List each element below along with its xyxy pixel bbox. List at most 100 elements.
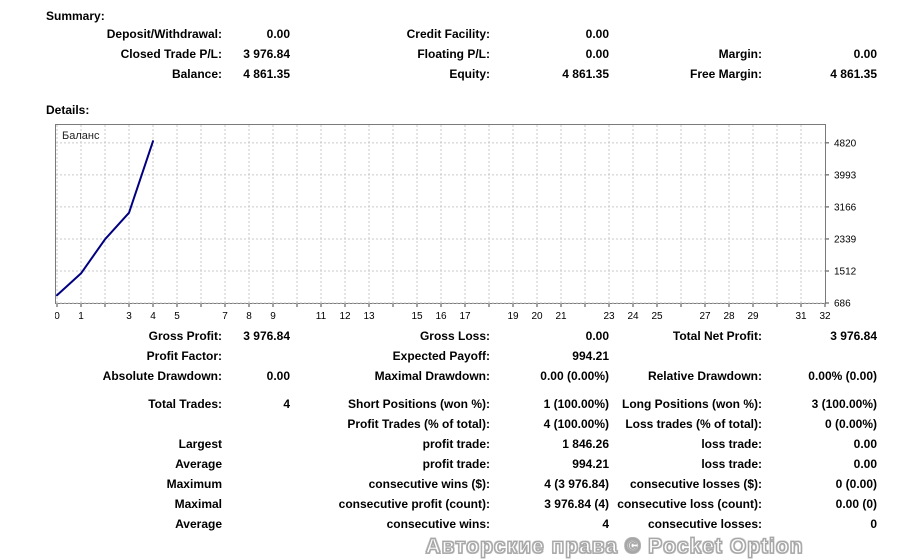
- stat-label: profit trade:: [422, 457, 490, 471]
- stat-value: 0.00: [853, 457, 877, 471]
- x-tick-label: 12: [339, 311, 351, 322]
- stat-row: Profit Trades (% of total): 4 (100.00%) Lo…: [42, 414, 909, 434]
- summary-value: 0.00: [853, 47, 877, 61]
- x-tick-label: 23: [603, 311, 615, 322]
- stat-value: 3 976.84 (4): [544, 497, 609, 511]
- x-tick-label: 1: [78, 311, 84, 322]
- y-tick-label: 3166: [834, 202, 857, 213]
- stat-value: 0.00 (0): [835, 497, 877, 511]
- stat-value: 4 (3 976.84): [544, 477, 609, 491]
- stat-label: Average: [175, 457, 222, 471]
- summary-value: 0.00: [585, 27, 609, 41]
- y-tick-label: 3993: [834, 170, 857, 181]
- stat-label: consecutive losses ($):: [629, 477, 762, 491]
- stat-value: 0.00: [266, 369, 290, 383]
- stat-label: Long Positions (won %):: [622, 397, 762, 411]
- y-tick-label: 1512: [834, 267, 857, 278]
- stat-row: Average consecutive wins: 4 consecutive los…: [42, 514, 909, 534]
- summary-label: Free Margin:: [689, 67, 762, 81]
- stat-value: 4 (100.00%): [543, 417, 609, 431]
- stat-label: Loss trades (% of total):: [625, 417, 762, 431]
- stat-row: Maximal consecutive profit (count): 3 976.…: [42, 494, 909, 514]
- stat-value: 4: [602, 517, 609, 531]
- stat-label: Total Net Profit:: [672, 329, 762, 343]
- summary-value: 4 861.35: [243, 67, 290, 81]
- stat-label: consecutive profit (count):: [338, 497, 490, 511]
- stat-label: Average: [175, 517, 222, 531]
- summary-label: Margin:: [718, 47, 762, 61]
- stat-label: Expected Payoff:: [392, 349, 490, 363]
- x-tick-label: 0: [55, 311, 60, 322]
- summary-table: Deposit/Withdrawal: 0.00 Credit Facility: 0…: [42, 24, 909, 84]
- stat-value: 994.21: [572, 457, 609, 471]
- stat-label: consecutive losses:: [647, 517, 762, 531]
- stat-label: Gross Loss:: [419, 329, 490, 343]
- x-tick-label: 4: [150, 311, 156, 322]
- y-tick-label: 686: [834, 299, 851, 310]
- x-tick-label: 28: [723, 311, 735, 322]
- stat-row: Maximum consecutive wins ($): 4 (3 976.84)…: [42, 474, 909, 494]
- stats-table: Gross Profit: 3 976.84 Gross Loss: 0.00 Tota…: [42, 326, 909, 534]
- x-tick-label: 32: [819, 311, 831, 322]
- stat-value: 0: [870, 517, 877, 531]
- summary-label: Closed Trade P/L:: [120, 47, 222, 61]
- stat-label: consecutive loss (count):: [617, 497, 762, 511]
- summary-value: 0.00: [266, 27, 290, 41]
- balance-line: [56, 140, 154, 297]
- x-tick-label: 11: [316, 311, 327, 322]
- y-tick-label: 4820: [834, 138, 857, 149]
- stat-label: loss trade:: [701, 457, 762, 471]
- stat-label: Absolute Drawdown:: [102, 369, 222, 383]
- stat-row: Average profit trade: 994.21 loss trade: 0.0…: [42, 454, 909, 474]
- stat-label: Relative Drawdown:: [647, 369, 762, 383]
- stat-label: Total Trades:: [148, 397, 222, 411]
- x-tick-label: 19: [507, 311, 519, 322]
- stat-value: 3 976.84: [243, 329, 290, 343]
- stat-value: 0 (0.00): [835, 477, 877, 491]
- x-tick-label: 20: [531, 311, 543, 322]
- x-tick-label: 24: [627, 311, 639, 322]
- stat-label: loss trade:: [701, 437, 762, 451]
- stat-value: 3 976.84: [830, 329, 877, 343]
- copyright-watermark: Авторские права © Pocket Option: [425, 534, 804, 558]
- stat-value: 0 (0.00%): [824, 417, 877, 431]
- summary-row: Deposit/Withdrawal: 0.00 Credit Facility: 0…: [42, 24, 909, 44]
- stat-row: Total Trades: 4 Short Positions (won %): 1 …: [42, 394, 909, 414]
- summary-value: 4 861.35: [830, 67, 877, 81]
- x-tick-label: 27: [699, 311, 711, 322]
- stat-value: 4: [283, 397, 290, 411]
- summary-label: Equity:: [449, 67, 490, 81]
- stat-label: Maximal: [174, 497, 222, 511]
- stat-value: 0.00: [853, 437, 877, 451]
- x-tick-label: 15: [411, 311, 423, 322]
- x-tick-label: 16: [435, 311, 447, 322]
- x-tick-label: 8: [246, 311, 252, 322]
- stat-value: 1 846.26: [562, 437, 609, 451]
- x-tick-label: 29: [747, 311, 759, 322]
- summary-label: Balance:: [171, 67, 222, 81]
- stat-label: Short Positions (won %):: [348, 397, 490, 411]
- summary-label: Credit Facility:: [406, 27, 490, 41]
- stat-label: Maximum: [166, 477, 222, 491]
- summary-row: Closed Trade P/L: 3 976.84 Floating P/L: 0.…: [42, 44, 909, 64]
- stat-value: 0.00: [585, 329, 609, 343]
- summary-label: Floating P/L:: [417, 47, 490, 61]
- x-tick-label: 31: [795, 311, 807, 322]
- summary-heading: Summary:: [46, 9, 105, 23]
- x-tick-label: 7: [222, 311, 228, 322]
- stat-label: profit trade:: [422, 437, 490, 451]
- x-tick-label: 9: [270, 311, 276, 322]
- summary-value: 4 861.35: [562, 67, 609, 81]
- chart-title: Баланс: [62, 130, 100, 142]
- x-tick-label: 17: [459, 311, 471, 322]
- stat-value: 0.00 (0.00%): [540, 369, 609, 383]
- stat-value: 994.21: [572, 349, 609, 363]
- stat-value: 0.00% (0.00): [808, 369, 877, 383]
- x-tick-label: 13: [363, 311, 375, 322]
- balance-chart: 686 1512 2339 3166 3993 4820 0 1 3 4 5 7 8 9 11 12 13 15 1…: [54, 124, 909, 326]
- x-tick-label: 25: [651, 311, 663, 322]
- stat-label: Gross Profit:: [148, 329, 222, 343]
- stat-value: 1 (100.00%): [543, 397, 609, 411]
